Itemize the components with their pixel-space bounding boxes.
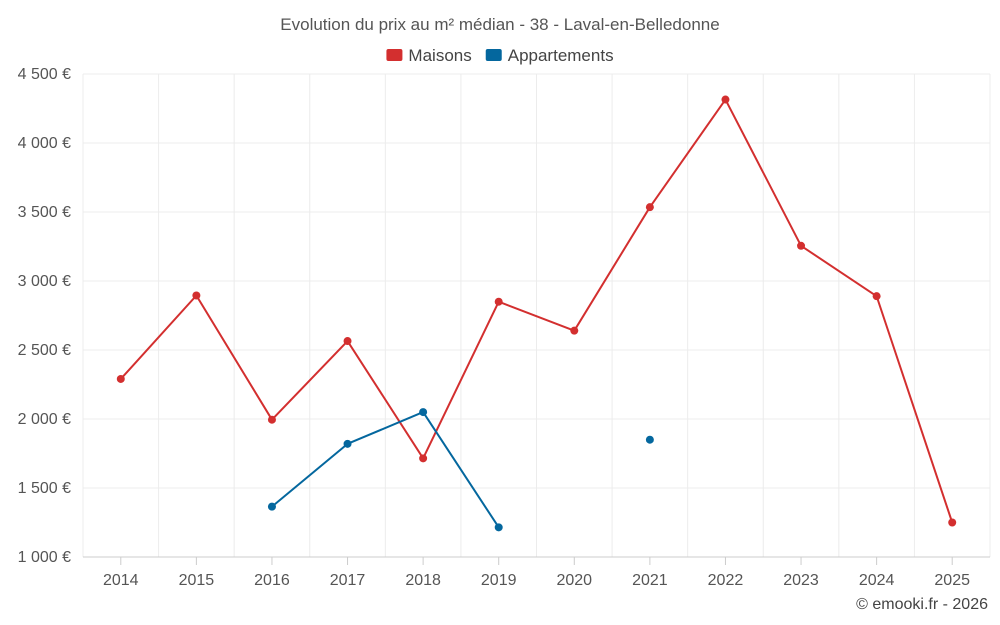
data-point[interactable] (116, 374, 125, 383)
data-point[interactable] (872, 292, 881, 301)
series-line (120, 98, 954, 523)
data-point[interactable] (419, 454, 428, 463)
x-tick-label: 2021 (632, 572, 668, 589)
credit-text: © emooki.fr - 2026 (856, 596, 988, 613)
data-point[interactable] (494, 523, 503, 532)
x-tick-label: 2022 (708, 572, 744, 589)
y-tick-label: 2 000 € (18, 411, 71, 428)
y-tick-label: 1 000 € (18, 549, 71, 566)
legend-swatch (485, 49, 502, 61)
x-tick-label: 2023 (783, 572, 819, 589)
legend-swatch (386, 49, 403, 61)
x-tick-label: 2015 (179, 572, 215, 589)
data-point[interactable] (343, 439, 352, 448)
data-point[interactable] (645, 203, 654, 212)
data-point[interactable] (192, 291, 201, 300)
y-tick-label: 4 500 € (18, 66, 71, 83)
data-point[interactable] (797, 241, 806, 250)
x-tick-label: 2017 (330, 572, 366, 589)
x-tick-label: 2020 (556, 572, 592, 589)
data-point[interactable] (948, 518, 957, 527)
y-tick-label: 1 500 € (18, 480, 71, 497)
x-tick-label: 2018 (405, 572, 441, 589)
x-tick-label: 2016 (254, 572, 290, 589)
data-point[interactable] (267, 415, 276, 424)
x-tick-label: 2019 (481, 572, 517, 589)
data-point[interactable] (419, 408, 428, 417)
legend-label: Appartements (508, 46, 614, 65)
legend: Maisons Appartements (386, 46, 614, 65)
y-tick-label: 4 000 € (18, 135, 71, 152)
series-group (116, 95, 957, 532)
data-point[interactable] (343, 337, 352, 346)
y-tick-label: 3 500 € (18, 204, 71, 221)
data-point[interactable] (267, 502, 276, 511)
data-point[interactable] (494, 297, 503, 306)
series-line (271, 411, 500, 528)
data-point[interactable] (721, 95, 730, 104)
data-point[interactable] (570, 326, 579, 335)
legend-item-appartements[interactable]: Appartements (485, 46, 614, 65)
legend-item-maisons[interactable]: Maisons (386, 46, 472, 65)
y-tick-label: 2 500 € (18, 342, 71, 359)
series-appartements (267, 408, 654, 532)
chart-title: Evolution du prix au m² médian - 38 - La… (280, 15, 719, 34)
x-tick-label: 2014 (103, 572, 139, 589)
legend-label: Maisons (408, 46, 471, 65)
axes: 1 000 € 1 500 € 2 000 € 2 500 € 3 000 € 3 500… (18, 66, 990, 589)
x-tick-label: 2024 (859, 572, 895, 589)
series-maisons (116, 95, 957, 527)
x-tick-label: 2025 (934, 572, 970, 589)
y-tick-label: 3 000 € (18, 273, 71, 290)
data-point[interactable] (645, 435, 654, 444)
